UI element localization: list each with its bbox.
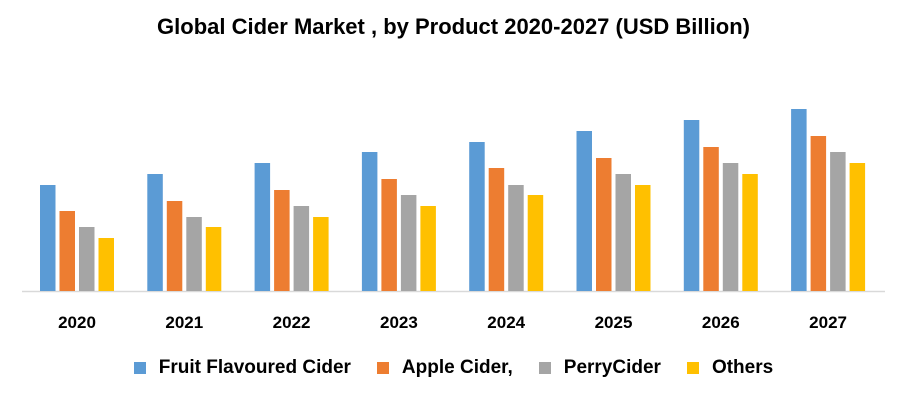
legend-item: Others (686, 357, 774, 379)
legend-swatch (686, 362, 699, 374)
chart-title: Global Cider Market , by Product 2020-20… (157, 14, 750, 39)
bar-apple-cider-2026 (703, 147, 719, 291)
x-tick-label: 2022 (273, 313, 311, 332)
bar-perrycider-2022 (293, 206, 310, 291)
bar-apple-cider-2027 (810, 136, 827, 291)
bar-apple-cider-2024 (488, 168, 505, 291)
bar-others-2022 (313, 217, 329, 291)
bar-fruit-flavoured-cider-2022 (254, 163, 271, 291)
x-tick-label: 2024 (487, 313, 525, 332)
legend-label: Others (711, 357, 774, 378)
bar-apple-cider-2021 (166, 201, 183, 291)
x-tick-label: 2025 (595, 313, 633, 332)
legend-item: Apple Cider, (376, 357, 513, 379)
bar-perrycider-2021 (186, 217, 202, 291)
bar-perrycider-2023 (400, 195, 417, 291)
legend-swatch (538, 362, 551, 374)
bar-fruit-flavoured-cider-2023 (361, 152, 378, 291)
x-tick-label: 2023 (380, 313, 418, 332)
legend-item: PerryCider (538, 357, 661, 379)
x-tick-label: 2021 (165, 313, 203, 332)
bar-chart: 2020 2021 2022 2023 2024 2025 2026 2027 (22, 109, 885, 332)
legend-item: Fruit Flavoured Cider (133, 357, 351, 379)
legend-label: Fruit Flavoured Cider (158, 357, 351, 378)
bar-fruit-flavoured-cider-2024 (469, 142, 485, 291)
bar-perrycider-2020 (79, 227, 95, 291)
legend-label: PerryCider (563, 357, 661, 378)
bar-others-2021 (205, 227, 222, 291)
legend-swatch (376, 362, 389, 374)
bar-others-2025 (635, 185, 651, 291)
bar-others-2020 (98, 238, 114, 291)
bar-fruit-flavoured-cider-2021 (147, 174, 163, 291)
bar-others-2027 (849, 163, 866, 291)
bar-fruit-flavoured-cider-2027 (791, 109, 807, 291)
legend-swatch (133, 362, 146, 374)
bar-perrycider-2027 (830, 152, 846, 291)
bar-fruit-flavoured-cider-2026 (683, 120, 700, 291)
bar-perrycider-2025 (615, 174, 631, 291)
bar-others-2024 (527, 195, 544, 291)
legend: Fruit Flavoured Cider Apple Cider, PerryCi… (0, 357, 907, 379)
x-tick-label: 2026 (702, 313, 740, 332)
legend-label: Apple Cider, (401, 357, 513, 378)
bar-apple-cider-2025 (596, 158, 612, 291)
bar-others-2023 (420, 206, 436, 291)
bar-apple-cider-2022 (274, 190, 290, 291)
bar-perrycider-2026 (722, 163, 739, 291)
bar-apple-cider-2023 (381, 179, 397, 291)
bar-fruit-flavoured-cider-2025 (576, 131, 592, 291)
bar-perrycider-2024 (508, 185, 524, 291)
x-tick-label: 2020 (58, 313, 96, 332)
x-tick-label: 2027 (809, 313, 847, 332)
bar-fruit-flavoured-cider-2020 (40, 185, 56, 291)
bar-others-2026 (742, 174, 758, 291)
bar-apple-cider-2020 (59, 211, 75, 291)
